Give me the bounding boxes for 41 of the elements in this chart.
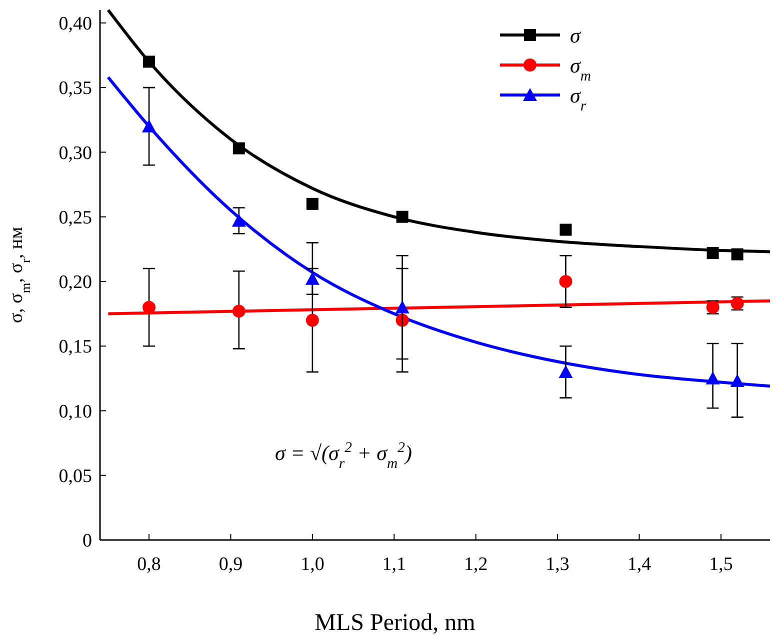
point (232, 304, 246, 318)
point (560, 224, 572, 236)
x-tick-label: 1,3 (546, 554, 570, 575)
point (730, 374, 744, 387)
y-tick-label: 0,35 (58, 78, 92, 100)
point (706, 371, 720, 384)
point (731, 248, 744, 260)
point (306, 314, 319, 327)
x-tick-label: 1,0 (300, 554, 324, 575)
y-tick-label: 0,40 (58, 14, 92, 35)
legend-label: σ$_{r}$ (570, 83, 586, 114)
point (306, 198, 318, 210)
point (305, 272, 320, 285)
line-series (106, 76, 772, 388)
y-tick-label: 0,15 (58, 336, 92, 358)
point (706, 247, 719, 260)
y-tick-label: 0,20 (58, 272, 92, 294)
x-tick-label: 1,1 (382, 554, 406, 575)
y-tick-label: 0 (82, 530, 92, 552)
point (558, 364, 573, 378)
x-tick-label: 1,5 (709, 554, 733, 575)
point (396, 210, 408, 223)
y-tick-label: 0,05 (58, 466, 92, 488)
x-tick-label: 1,2 (464, 554, 488, 575)
point (559, 274, 572, 288)
x-tick-label: 1,4 (627, 554, 652, 575)
y-tick-label: 0,30 (58, 142, 92, 164)
point (232, 214, 246, 227)
legend-label: σ$_{m}$ (570, 53, 591, 84)
point (142, 119, 156, 132)
x-tick-label: 0,8 (137, 554, 161, 575)
point (143, 56, 156, 68)
legend-label: σ (570, 23, 582, 48)
point (232, 142, 245, 154)
point (395, 300, 410, 314)
y-tick-label: 0,10 (58, 401, 92, 422)
x-tick-label: 0,9 (218, 554, 243, 575)
point (142, 300, 156, 314)
annotation: σ = √(σ$_{r}$$^{2}$ + σ$_{m}$$^{2}$) (275, 440, 412, 472)
x-axis-title: MLS Period, nm (314, 610, 476, 636)
y-tick-label: 0,25 (58, 207, 92, 228)
